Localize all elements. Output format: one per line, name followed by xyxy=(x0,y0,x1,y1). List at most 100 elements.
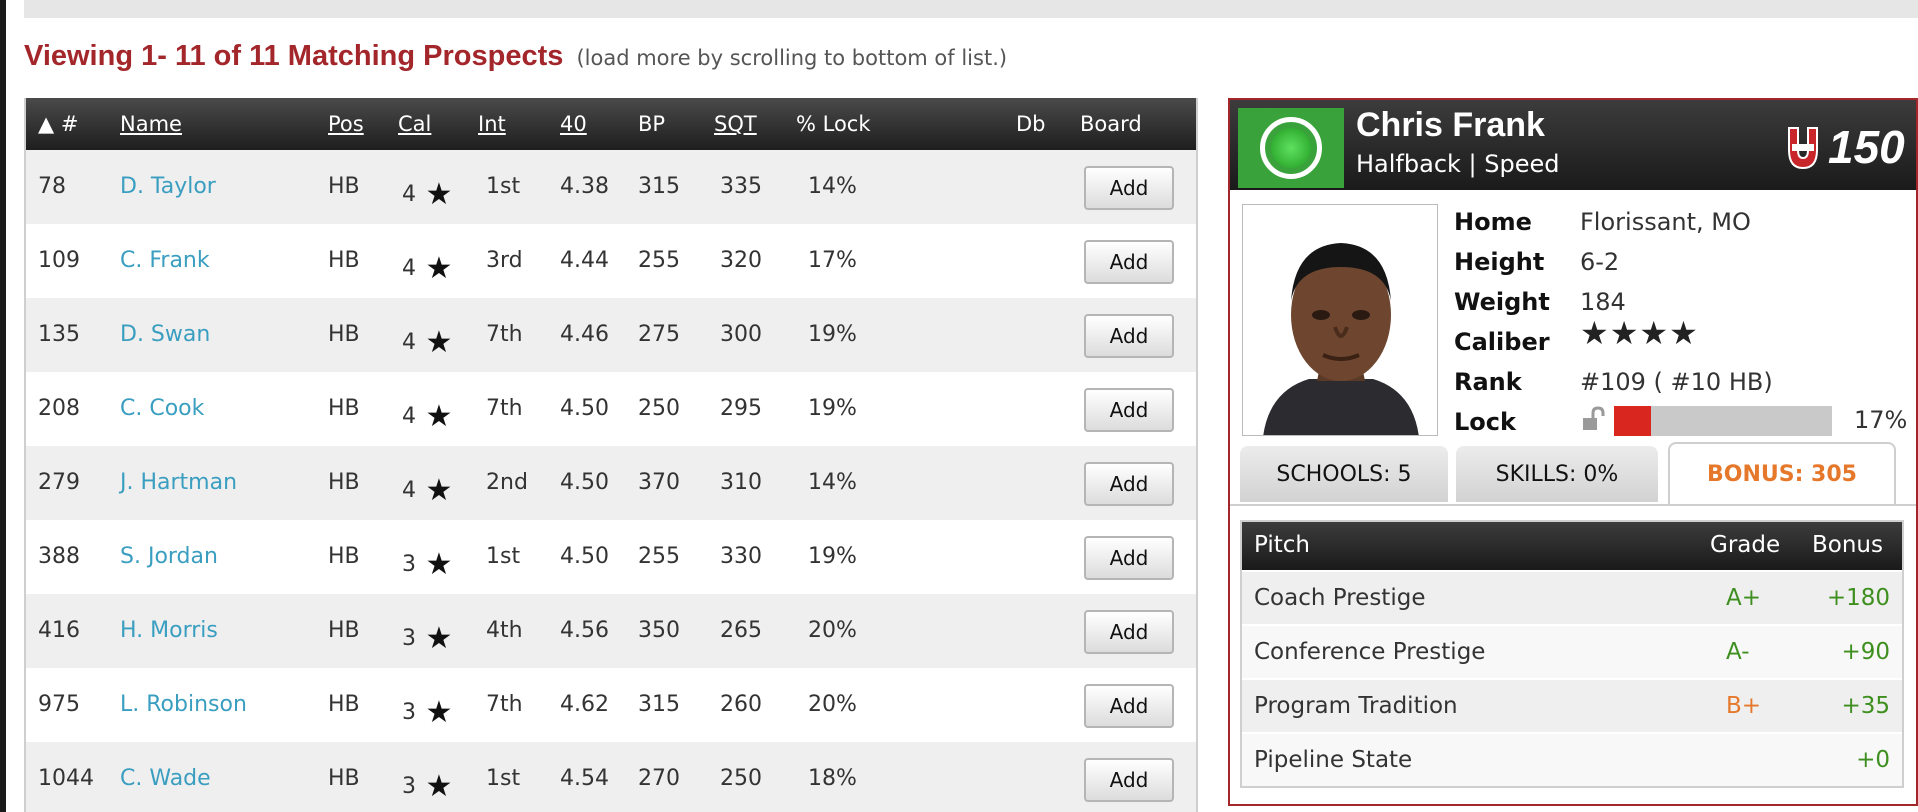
add-to-board-button[interactable]: Add xyxy=(1084,536,1174,580)
pitch-name: Pipeline State xyxy=(1254,747,1413,773)
weight-label: Weight xyxy=(1454,288,1550,316)
prospect-name-link[interactable]: D. Taylor xyxy=(120,174,216,199)
lock-percent: 14% xyxy=(808,174,857,199)
column-header-cal[interactable]: Cal xyxy=(398,112,432,136)
table-row: 279 J. Hartman HB 4 ★ 2nd 4.50 370 310 14% Add xyxy=(26,446,1196,520)
lock-progress-bar xyxy=(1614,406,1832,436)
prospect-name-link[interactable]: L. Robinson xyxy=(120,692,247,717)
pitch-grade: A- xyxy=(1726,639,1750,665)
table-row: 388 S. Jordan HB 3 ★ 1st 4.50 255 330 19% Add xyxy=(26,520,1196,594)
star-icon: ★ xyxy=(416,547,453,582)
add-to-board-button[interactable]: Add xyxy=(1084,314,1174,358)
squat: 295 xyxy=(720,396,762,421)
column-header-int[interactable]: Int xyxy=(478,112,506,136)
prospect-name-link[interactable]: C. Frank xyxy=(120,248,210,273)
prospect-name-link[interactable]: H. Morris xyxy=(120,618,218,643)
add-to-board-button[interactable]: Add xyxy=(1084,166,1174,210)
squat: 330 xyxy=(720,544,762,569)
pitch-bonus: +0 xyxy=(1856,747,1890,773)
pitch-header-grade: Grade xyxy=(1710,532,1781,558)
add-to-board-button[interactable]: Add xyxy=(1084,610,1174,654)
interest: 1st xyxy=(486,766,521,791)
interest: 1st xyxy=(486,174,521,199)
position: HB xyxy=(328,322,360,347)
column-header-pos[interactable]: Pos xyxy=(328,112,364,136)
lock-percent: 19% xyxy=(808,322,857,347)
prospect-name-link[interactable]: C. Cook xyxy=(120,396,205,421)
column-header-bp: BP xyxy=(638,112,666,136)
forty-time: 4.50 xyxy=(560,470,609,495)
table-row: 975 L. Robinson HB 3 ★ 7th 4.62 315 260 20% Add xyxy=(26,668,1196,742)
table-row: 416 H. Morris HB 3 ★ 4th 4.56 350 265 20% Add xyxy=(26,594,1196,668)
rank-150-badge: 150 xyxy=(1828,121,1905,173)
column-header-db: Db xyxy=(1016,112,1046,136)
espn-u-logo-icon xyxy=(1788,127,1818,170)
squat: 250 xyxy=(720,766,762,791)
star-icon: ★ xyxy=(416,177,453,212)
star-icon: ★ xyxy=(416,325,453,360)
star-icon: ★ xyxy=(416,473,453,508)
table-row: 109 C. Frank HB 4 ★ 3rd 4.44 255 320 17% Add xyxy=(26,224,1196,298)
add-to-board-button[interactable]: Add xyxy=(1084,462,1174,506)
column-header-name[interactable]: Name xyxy=(120,112,182,136)
lock-percent: 20% xyxy=(808,692,857,717)
add-to-board-button[interactable]: Add xyxy=(1084,758,1174,802)
column-header-sqt[interactable]: SQT xyxy=(714,112,757,136)
caliber: 4 ★ xyxy=(402,325,453,360)
lock-percent: 19% xyxy=(808,396,857,421)
lock-percent: 17% xyxy=(1854,406,1908,434)
star-icon: ★ xyxy=(416,621,453,656)
pitch-name: Conference Prestige xyxy=(1254,639,1486,665)
column-header-number[interactable]: ▲ # xyxy=(38,112,79,136)
add-to-board-button[interactable]: Add xyxy=(1084,388,1174,432)
tab-schools[interactable]: SCHOOLS: 5 xyxy=(1240,446,1448,502)
pitch-bonus: +180 xyxy=(1826,585,1890,611)
rank-label: Rank xyxy=(1454,368,1522,396)
pitch-name: Coach Prestige xyxy=(1254,585,1426,611)
tab-skills[interactable]: SKILLS: 0% xyxy=(1456,446,1658,502)
prospect-name-link[interactable]: D. Swan xyxy=(120,322,211,347)
position: HB xyxy=(328,174,360,199)
position: HB xyxy=(328,544,360,569)
add-to-board-button[interactable]: Add xyxy=(1084,240,1174,284)
player-card-header: Chris Frank Halfback | Speed 150 xyxy=(1230,100,1916,190)
bench-press: 250 xyxy=(638,396,680,421)
caliber: 3 ★ xyxy=(402,695,453,730)
pitch-table-body: Coach Prestige A+ +180 Conference Prestige A… xyxy=(1242,570,1902,786)
prospect-name-link[interactable]: C. Wade xyxy=(120,766,211,791)
window-edge xyxy=(0,0,6,812)
forty-time: 4.46 xyxy=(560,322,609,347)
prospect-name-link[interactable]: S. Jordan xyxy=(120,544,218,569)
column-header-board: Board xyxy=(1080,112,1142,136)
results-heading: Viewing 1- 11 of 11 Matching Prospects (… xyxy=(24,40,1007,73)
player-position: Halfback | Speed xyxy=(1356,150,1560,178)
rank-number: 388 xyxy=(38,544,80,569)
player-card: Chris Frank Halfback | Speed 150 Home Fl… xyxy=(1228,98,1918,806)
add-to-board-button[interactable]: Add xyxy=(1084,684,1174,728)
interest: 3rd xyxy=(486,248,523,273)
bench-press: 255 xyxy=(638,248,680,273)
table-row: 78 D. Taylor HB 4 ★ 1st 4.38 315 335 14% Add xyxy=(26,150,1196,224)
interest: 7th xyxy=(486,322,523,347)
squat: 320 xyxy=(720,248,762,273)
bench-press: 255 xyxy=(638,544,680,569)
position: HB xyxy=(328,618,360,643)
pitch-name: Program Tradition xyxy=(1254,693,1458,719)
squat: 300 xyxy=(720,322,762,347)
home-value: Florissant, MO xyxy=(1580,208,1751,236)
results-hint: (load more by scrolling to bottom of lis… xyxy=(576,46,1008,70)
position: HB xyxy=(328,470,360,495)
pitch-bonus: +35 xyxy=(1841,693,1890,719)
rank-number: 109 xyxy=(38,248,80,273)
caliber: 4 ★ xyxy=(402,251,453,286)
position: HB xyxy=(328,396,360,421)
forty-time: 4.54 xyxy=(560,766,609,791)
rank-number: 135 xyxy=(38,322,80,347)
column-header-40[interactable]: 40 xyxy=(560,112,587,136)
position: HB xyxy=(328,766,360,791)
prospect-name-link[interactable]: J. Hartman xyxy=(120,470,238,495)
bench-press: 315 xyxy=(638,692,680,717)
caliber: 4 ★ xyxy=(402,473,453,508)
star-icon: ★ xyxy=(416,695,453,730)
tab-bonus[interactable]: BONUS: 305 xyxy=(1668,442,1896,504)
